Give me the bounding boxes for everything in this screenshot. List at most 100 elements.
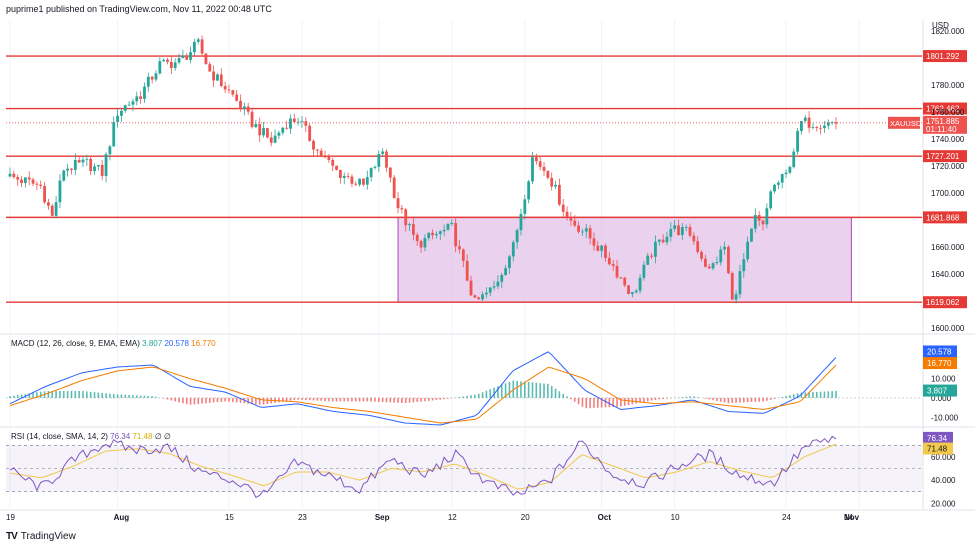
- tradingview-logo-icon: TV: [6, 531, 18, 542]
- macd-histogram-bar: [585, 397, 588, 409]
- candle-body: [427, 232, 431, 239]
- macd-histogram-bar: [696, 397, 699, 398]
- macd-histogram-bar: [470, 395, 472, 398]
- macd-histogram-bar: [643, 397, 645, 403]
- macd-histogram-bar: [105, 393, 107, 398]
- macd-histogram-bar: [823, 391, 826, 398]
- candle-body: [77, 159, 81, 163]
- price-tick-label: 1780.000: [931, 81, 965, 90]
- macd-histogram-bar: [474, 394, 476, 398]
- candle-body: [216, 74, 219, 81]
- macd-histogram-bar: [727, 397, 730, 404]
- macd-histogram-bar: [305, 397, 307, 401]
- candle-body: [623, 277, 627, 286]
- candle-body: [807, 117, 811, 128]
- candle-body: [73, 159, 77, 170]
- macd-histogram-bar: [773, 397, 776, 399]
- candle-body: [108, 146, 112, 155]
- macd-value-tag: [923, 345, 957, 358]
- symbol-tag-label: XAUUSD: [890, 119, 922, 128]
- macd-histogram-bar: [623, 397, 626, 406]
- price-tick-label: 1660.000: [931, 243, 965, 252]
- symbol-tag: [888, 116, 920, 129]
- macd-histogram-bar: [374, 397, 376, 402]
- candle-body: [634, 290, 638, 293]
- candle-body: [327, 156, 331, 160]
- macd-histogram-bar: [174, 397, 176, 402]
- macd-histogram-bar: [13, 395, 15, 398]
- candle-body: [546, 170, 550, 178]
- candle-body: [442, 229, 446, 232]
- rsi-value-tag-label: 71.48: [927, 445, 948, 454]
- macd-histogram-bar: [719, 397, 722, 402]
- macd-histogram-bar: [143, 395, 146, 398]
- candle-body: [665, 236, 669, 243]
- candle-body: [611, 264, 615, 266]
- candle-body: [688, 227, 692, 236]
- candle-body: [177, 58, 181, 63]
- macd-histogram-bar: [489, 389, 492, 398]
- candle-body: [20, 179, 23, 183]
- candle-body: [208, 64, 212, 72]
- macd-histogram-bar: [381, 397, 384, 403]
- macd-histogram-bar: [796, 393, 799, 398]
- macd-histogram-bar: [435, 397, 438, 401]
- level-price-tag: [923, 102, 967, 115]
- macd-histogram-bar: [547, 383, 549, 398]
- macd-histogram-bar: [293, 397, 296, 401]
- price-tick-label: 1640.000: [931, 270, 965, 279]
- macd-histogram-bar: [120, 394, 123, 398]
- macd-histogram-bar: [189, 397, 192, 405]
- macd-histogram-bar: [351, 397, 353, 402]
- candle-body: [488, 287, 492, 293]
- macd-histogram-bar: [74, 390, 77, 398]
- macd-histogram-bar: [754, 397, 757, 402]
- candle-body: [342, 176, 346, 178]
- candle-body: [734, 294, 738, 300]
- level-price-tag: [923, 50, 967, 63]
- time-tick-label: 12: [448, 513, 457, 522]
- macd-histogram-bar: [112, 394, 115, 398]
- macd-histogram-bar: [212, 397, 215, 403]
- macd-value-tag: [923, 357, 957, 370]
- candle-body: [803, 117, 807, 122]
- candle-body: [319, 150, 323, 157]
- candle-body: [47, 202, 50, 206]
- macd-histogram-bar: [59, 390, 61, 398]
- macd-histogram-bar: [412, 397, 415, 403]
- candle-body: [684, 227, 688, 228]
- candle-body: [588, 228, 592, 239]
- macd-title: MACD (12, 26, close, 9, EMA, EMA): [11, 339, 140, 348]
- macd-histogram-bar: [654, 397, 657, 400]
- macd-histogram-bar: [328, 397, 330, 402]
- candle-body: [435, 233, 438, 236]
- candle-body: [166, 59, 169, 62]
- macd-histogram-bar: [197, 397, 200, 405]
- candle-body: [392, 177, 396, 199]
- time-tick-label: Oct: [598, 513, 612, 522]
- macd-histogram-bar: [124, 394, 127, 398]
- candle-body: [534, 157, 538, 162]
- candle-body: [43, 185, 46, 203]
- rsi-tick-label: 60.000: [931, 453, 956, 462]
- candle-body: [692, 235, 696, 242]
- candle-body: [700, 251, 703, 259]
- macd-value-tag-label: 20.578: [927, 347, 952, 356]
- macd-histogram-bar: [497, 386, 499, 398]
- candle-body: [600, 245, 604, 251]
- candle-body: [784, 172, 788, 175]
- macd-histogram-bar: [485, 390, 488, 398]
- macd-histogram-bar: [408, 397, 411, 403]
- macd-histogram-bar: [742, 397, 745, 403]
- macd-histogram-bar: [712, 397, 714, 401]
- candle-body: [577, 225, 580, 232]
- macd-hist-value: 3.807: [142, 339, 163, 348]
- macd-histogram-bar: [808, 392, 810, 398]
- macd-histogram-bar: [835, 390, 837, 398]
- candle-body: [381, 151, 385, 154]
- candle-body: [377, 153, 381, 167]
- candle-body: [642, 264, 646, 278]
- macd-histogram-bar: [658, 397, 661, 400]
- macd-histogram-bar: [466, 395, 468, 398]
